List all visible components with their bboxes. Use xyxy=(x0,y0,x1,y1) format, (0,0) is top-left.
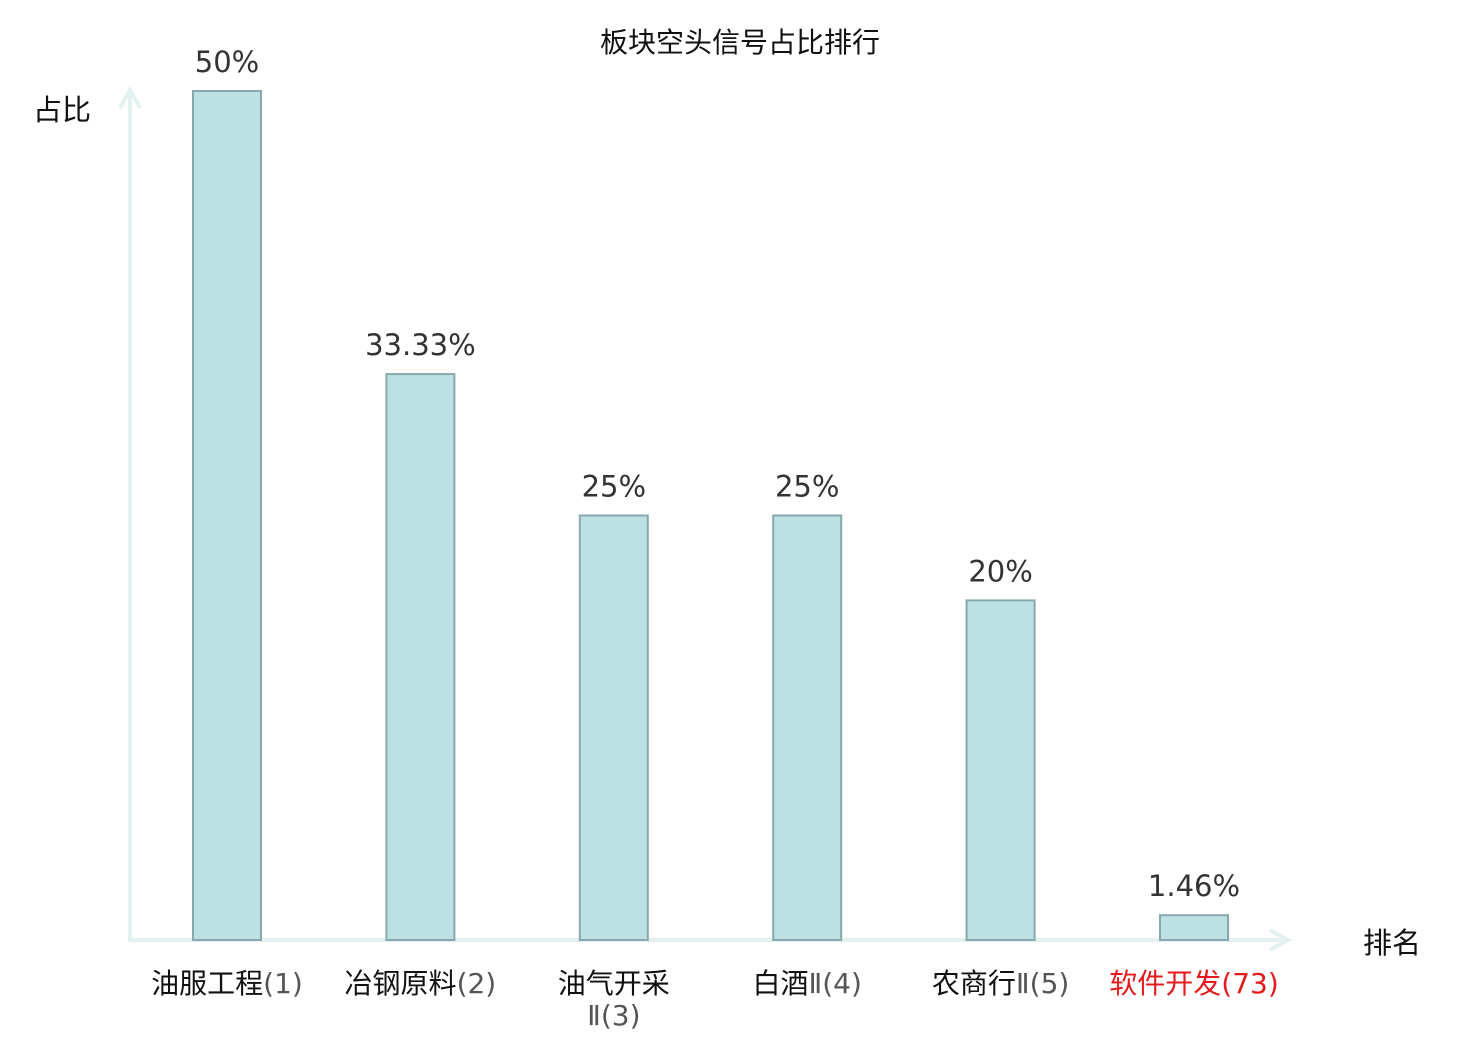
x-tick-rank: Ⅱ(5) xyxy=(1016,967,1069,1000)
axes xyxy=(118,85,1293,952)
x-tick-label: 油服工程(1) xyxy=(151,967,303,1000)
bar xyxy=(965,599,1036,942)
bar xyxy=(192,90,262,941)
x-tick-label: 冶钢原料(2) xyxy=(345,967,497,1000)
x-axis-arrow xyxy=(1269,928,1293,952)
bar-value-label: 50% xyxy=(195,45,259,79)
x-tick-name: 白酒 xyxy=(752,967,808,1000)
bar xyxy=(772,514,843,941)
x-tick-label: 白酒Ⅱ(4) xyxy=(752,967,861,1000)
x-tick-label: 软件开发(73) xyxy=(1109,967,1279,1000)
bar-value-label: 25% xyxy=(582,470,646,504)
x-tick-labels-group: 油服工程(1) 冶钢原料(2) 油气开采 Ⅱ(3)白酒Ⅱ(4) 农商行Ⅱ(5) 软件开发(… xyxy=(151,967,1279,1032)
bar-value-label: 1.46% xyxy=(1148,869,1240,903)
bar xyxy=(578,514,649,941)
chart-title: 板块空头信号占比排行 xyxy=(600,26,880,59)
x-tick-name: 油服工程 xyxy=(151,967,263,1000)
bar-value-label: 20% xyxy=(968,554,1032,588)
x-tick-label: 农商行Ⅱ(5) xyxy=(932,967,1069,1000)
x-tick-rank: Ⅱ(4) xyxy=(808,967,861,1000)
x-tick-label: 油气开采 Ⅱ(3) xyxy=(558,967,670,1032)
x-tick-rank: (1) xyxy=(263,967,303,1000)
x-tick-name: 农商行 xyxy=(932,967,1016,1000)
x-tick-rank: Ⅱ(3) xyxy=(587,999,640,1032)
bar-value-label: 25% xyxy=(775,470,839,504)
x-axis-label: 排名 xyxy=(1363,926,1421,960)
x-tick-name: 冶钢原料 xyxy=(345,967,457,1000)
x-tick-name: 油气开采 xyxy=(558,967,670,1000)
y-axis-arrow xyxy=(118,85,142,109)
x-tick-name: 软件开发 xyxy=(1109,967,1221,1000)
x-tick-rank: (2) xyxy=(457,967,497,1000)
bar xyxy=(1159,914,1229,942)
bar-value-label: 33.33% xyxy=(365,328,476,362)
x-tick-rank: (73) xyxy=(1221,967,1278,1000)
y-axis-label: 占比 xyxy=(33,93,91,127)
value-labels-group: 50% 33.33% 25% 25% 20% 1.46% xyxy=(195,45,1240,903)
bar xyxy=(385,373,456,942)
bars-group xyxy=(192,90,1229,942)
